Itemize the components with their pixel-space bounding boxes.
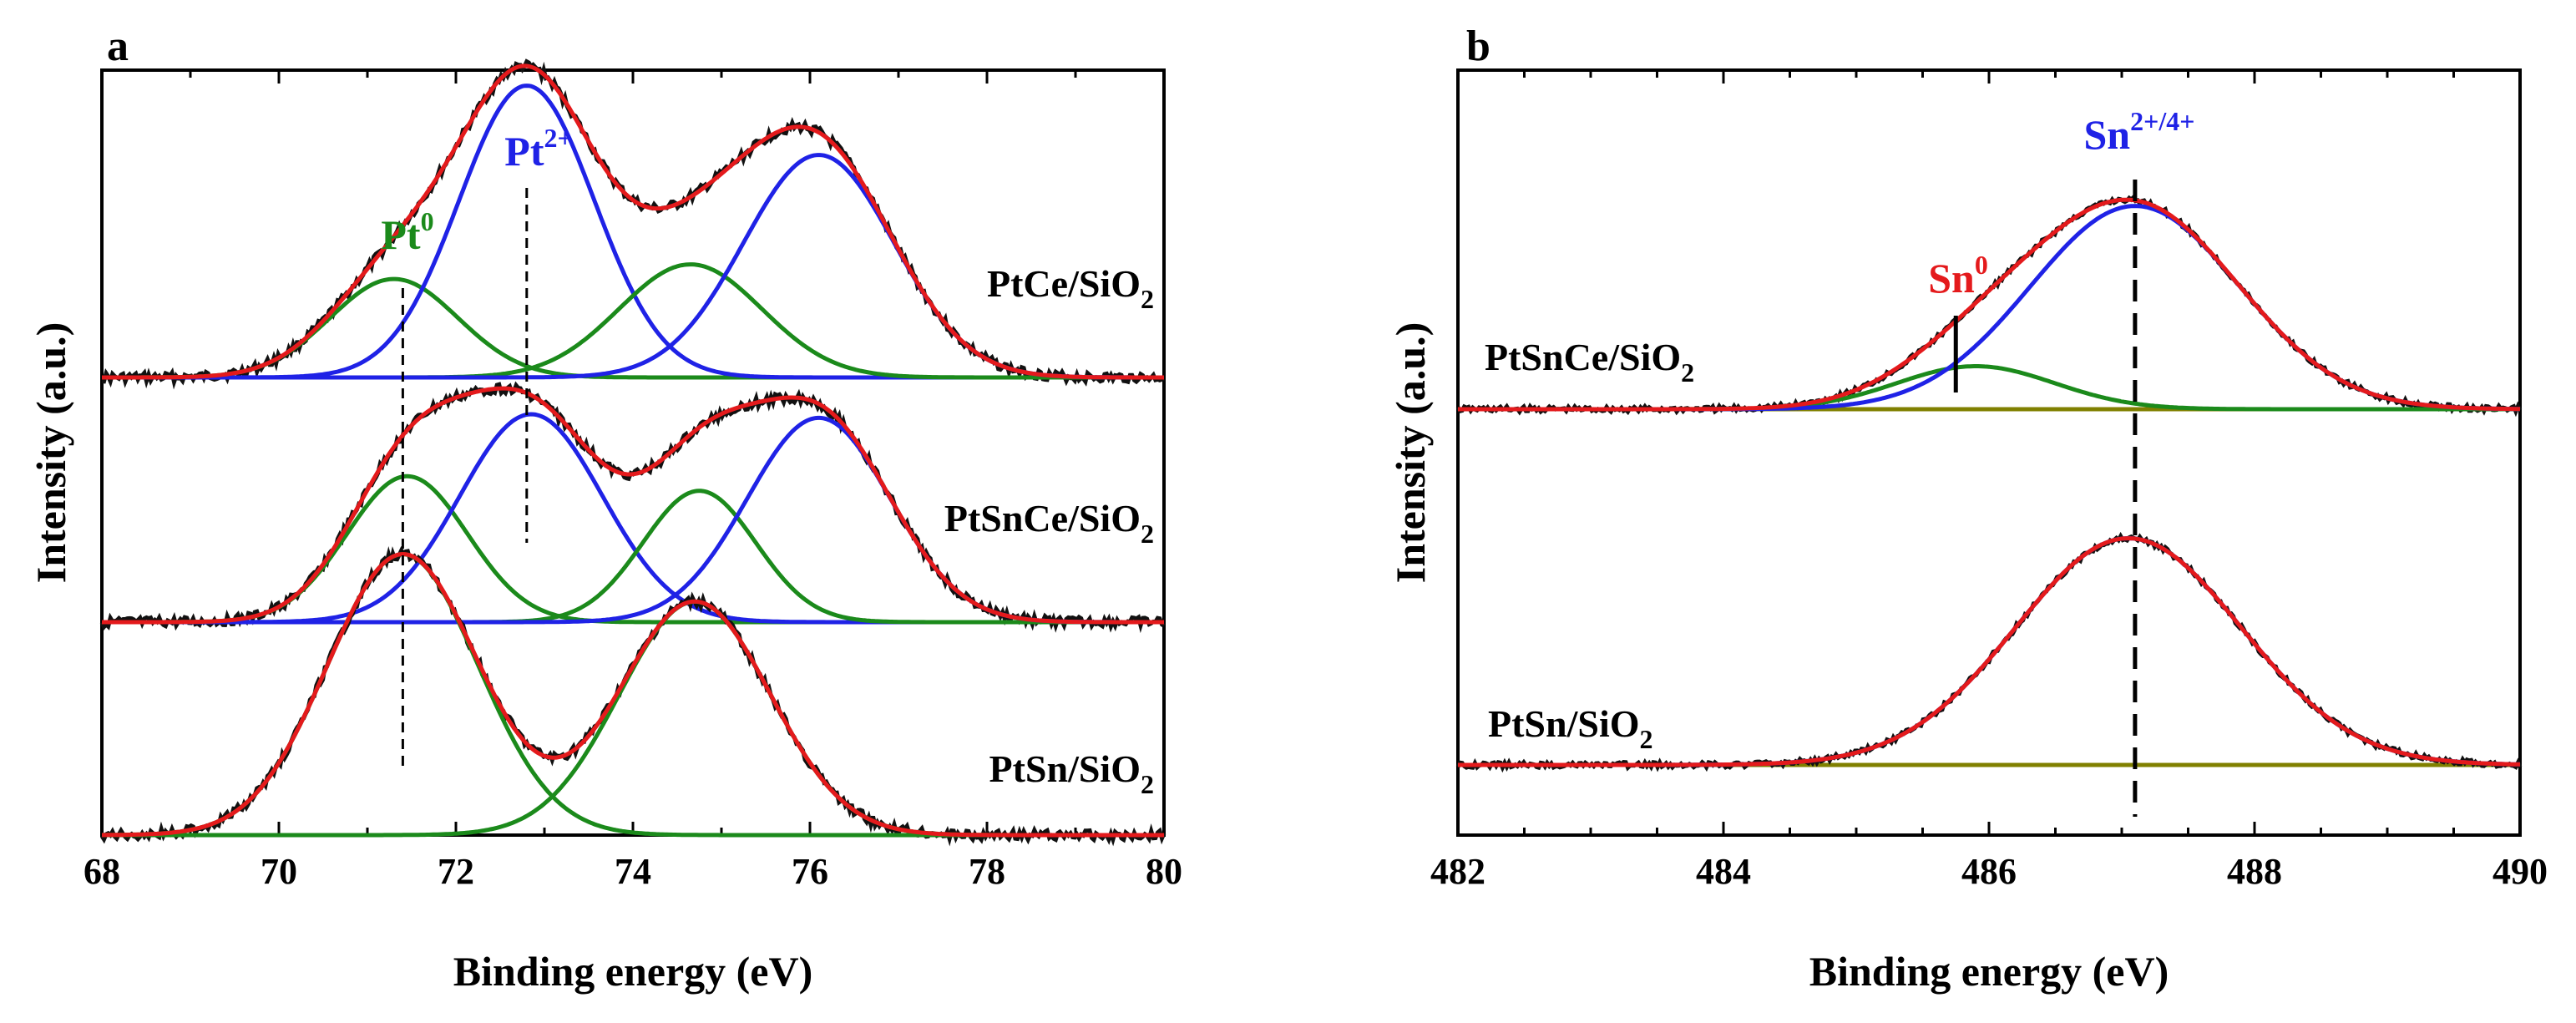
panel-b-y-axis-title: Intensity (a.u.) bbox=[1387, 322, 1434, 584]
sample-label: PtSn/SiO2 bbox=[989, 747, 1154, 799]
x-tick-label: 76 bbox=[792, 851, 828, 892]
peak-annotation: Sn2+/4+ bbox=[2084, 106, 2195, 158]
trace-group: PtSn/SiO2 bbox=[99, 545, 1167, 847]
sample-label-subscript: 2 bbox=[1141, 769, 1154, 799]
sample-label-subscript: 2 bbox=[1141, 284, 1154, 314]
x-tick-label: 484 bbox=[1696, 851, 1751, 892]
x-tick-label: 488 bbox=[2227, 851, 2282, 892]
panel-a-x-axis: 68 70 72 74 76 78 80 bbox=[84, 70, 1182, 892]
peak-annotation-superscript: 2+/4+ bbox=[2130, 106, 2194, 136]
component-peak-Pt0 bbox=[102, 600, 1164, 838]
peak-annotation: Sn0 bbox=[1928, 250, 1988, 301]
x-tick-label: 74 bbox=[615, 851, 651, 892]
x-tick-label: 490 bbox=[2492, 851, 2548, 892]
sample-label-subscript: 2 bbox=[1141, 519, 1154, 549]
x-tick-label: 486 bbox=[1961, 851, 2017, 892]
trace-group: PtSn/SiO2 bbox=[1455, 531, 2523, 773]
raw-data-line bbox=[1455, 194, 2523, 418]
sample-label-subscript: 2 bbox=[1640, 724, 1653, 754]
sample-label: PtSnCe/SiO2 bbox=[1485, 336, 1694, 387]
sample-label: PtSnCe/SiO2 bbox=[944, 497, 1154, 549]
x-tick-label: 80 bbox=[1146, 851, 1182, 892]
panel-a-x-axis-title: Binding energy (eV) bbox=[453, 948, 813, 995]
raw-data-line bbox=[101, 58, 1165, 390]
peak-annotation-superscript: 0 bbox=[1975, 250, 1988, 280]
peak-annotation: Pt2+ bbox=[504, 123, 572, 175]
envelope-fit-line bbox=[1458, 197, 2520, 412]
x-tick-label: 482 bbox=[1430, 851, 1485, 892]
sample-label-subscript: 2 bbox=[1681, 357, 1694, 387]
x-tick-label: 68 bbox=[84, 851, 120, 892]
component-peak-Sn24 bbox=[1458, 204, 2520, 412]
sample-label: PtCe/SiO2 bbox=[987, 262, 1154, 314]
panel-b-annotations: Sn0 Sn2+/4+ bbox=[1928, 106, 2194, 817]
panel-a: a 68 70 72 74 76 78 80 PtCe/SiO2 PtSnCe/SiO2 PtS… bbox=[28, 23, 1182, 995]
sample-label: PtSn/SiO2 bbox=[1488, 702, 1653, 754]
trace-group: PtSnCe/SiO2 bbox=[99, 381, 1166, 634]
peak-annotation: Pt0 bbox=[381, 206, 433, 258]
panel-a-frame bbox=[100, 68, 1166, 837]
component-peak-Pt0 bbox=[102, 552, 1164, 838]
envelope-fit-line bbox=[102, 386, 1164, 625]
x-tick-label: 78 bbox=[969, 851, 1005, 892]
raw-data-line bbox=[99, 545, 1167, 847]
x-tick-label: 72 bbox=[438, 851, 474, 892]
envelope-fit-line bbox=[102, 551, 1164, 838]
panel-b-x-axis: 482 484 486 488 490 bbox=[1430, 70, 2548, 892]
panel-b-x-axis-title: Binding energy (eV) bbox=[1809, 948, 2169, 995]
panel-a-y-axis-title: Intensity (a.u.) bbox=[28, 322, 74, 584]
envelope-fit-line bbox=[1458, 536, 2520, 767]
peak-annotation-superscript: 0 bbox=[421, 206, 434, 236]
envelope-fit-line bbox=[102, 63, 1164, 380]
panel-b-traces: PtSnCe/SiO2 PtSn/SiO2 bbox=[1455, 194, 2523, 773]
panel-b-letter: b bbox=[1466, 23, 1490, 70]
trace-group: PtSnCe/SiO2 bbox=[1455, 194, 2523, 418]
panel-a-traces: PtCe/SiO2 PtSnCe/SiO2 PtSn/SiO2 bbox=[99, 58, 1167, 847]
peak-annotation-superscript: 2+ bbox=[544, 123, 572, 153]
panel-a-annotations: Pt0 Pt2+ bbox=[381, 123, 573, 767]
x-tick-label: 70 bbox=[261, 851, 297, 892]
trace-group: PtCe/SiO2 bbox=[101, 58, 1165, 390]
panel-a-letter: a bbox=[107, 23, 129, 70]
component-peak-Pt2 bbox=[102, 84, 1164, 380]
panel-b: b 482 484 486 488 490 PtSnCe/SiO2 PtSn/SiO2 S… bbox=[1387, 23, 2548, 995]
